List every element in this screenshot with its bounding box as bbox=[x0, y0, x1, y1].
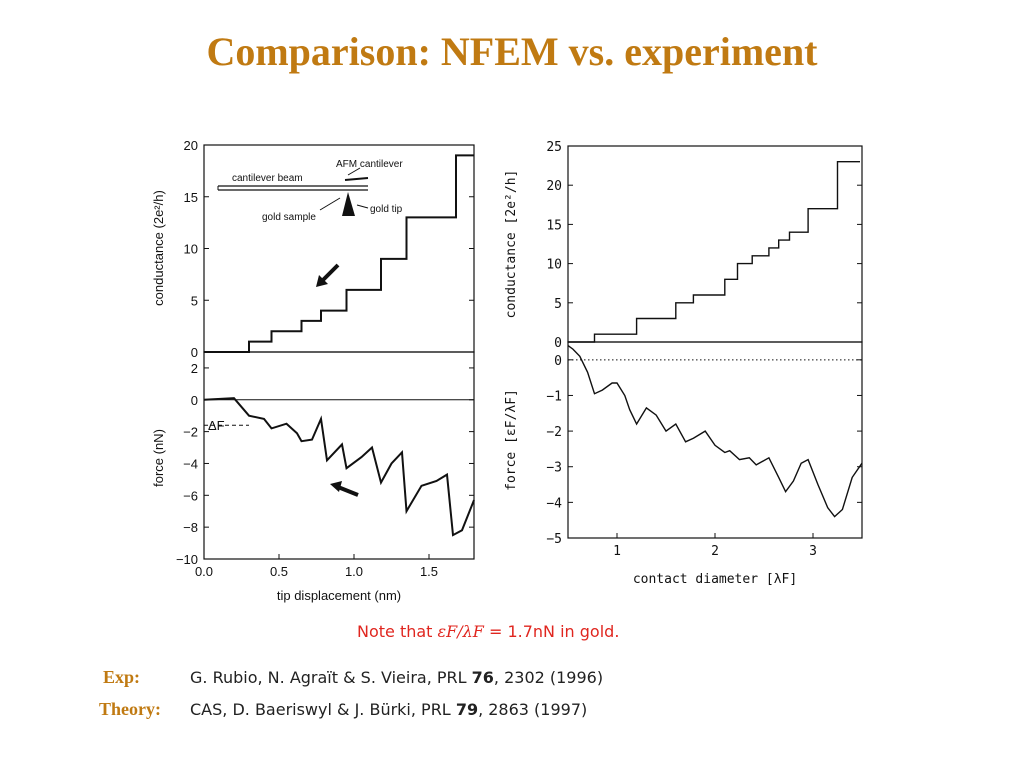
slide-title: Comparison: NFEM vs. experiment bbox=[206, 29, 818, 74]
ref-exp-label: Exp: bbox=[103, 667, 141, 687]
theory-force-ytick-label: −3 bbox=[546, 461, 562, 476]
theory-force-panel: 0 −1 −2 −3 −4 −5 1 2 3 force [εF/λF] contact dia… bbox=[504, 341, 863, 587]
exp-conductance-panel: 0 5 10 15 20 conductance (2e²/h) AFM cantile… bbox=[151, 138, 475, 360]
exp-force-ytick-label: −2 bbox=[183, 425, 198, 440]
exp-force-ytick-label: −4 bbox=[183, 456, 198, 471]
exp-conductance-arrow-icon bbox=[316, 263, 340, 287]
theory-conductance-ytick-label: 5 bbox=[554, 297, 562, 312]
theory-force-xlabel: contact diameter [λF] bbox=[633, 572, 797, 587]
theory-conductance-ylabel: conductance [2e²/h] bbox=[504, 170, 519, 319]
exp-conductance-ytick-label: 0 bbox=[191, 345, 198, 360]
theory-force-ytick-label: −1 bbox=[546, 389, 562, 404]
ref-exp-authors: G. Rubio, N. Agraït & S. Vieira, PRL bbox=[190, 668, 472, 687]
exp-conductance-ytick-label: 15 bbox=[184, 190, 198, 205]
inset-label-gold-tip: gold tip bbox=[370, 204, 403, 215]
theory-force-line bbox=[567, 345, 863, 518]
exp-force-line bbox=[203, 397, 475, 537]
theory-conductance-line bbox=[568, 161, 860, 343]
note-suffix: 1.7nN in gold. bbox=[507, 622, 620, 641]
exp-force-frame bbox=[203, 351, 475, 560]
note-prefix: Note that bbox=[357, 622, 438, 641]
exp-force-xtick-label: 0.5 bbox=[270, 564, 288, 579]
ref-exp-text: G. Rubio, N. Agraït & S. Vieira, PRL 76,… bbox=[190, 668, 603, 687]
exp-force-ylabel: force (nN) bbox=[151, 429, 166, 487]
ref-theory-rest: , 2863 (1997) bbox=[478, 700, 588, 719]
theory-force-ytick-label: −5 bbox=[546, 532, 562, 547]
exp-conductance-ytick-label: 20 bbox=[184, 138, 198, 153]
theory-force-xtick-label: 2 bbox=[711, 544, 719, 559]
note-text: Note that εF/λF = 1.7nN in gold. bbox=[357, 622, 619, 641]
theory-force-ytick-label: −4 bbox=[546, 496, 562, 511]
inset-label-gold-sample: gold sample bbox=[262, 212, 316, 223]
ref-theory-text: CAS, D. Baeriswyl & J. Bürki, PRL 79, 28… bbox=[190, 700, 587, 719]
exp-force-ytick-label: −10 bbox=[176, 552, 198, 567]
exp-force-xtick-label: 0.0 bbox=[195, 564, 213, 579]
inset-label-cantilever-beam: cantilever beam bbox=[232, 173, 303, 184]
exp-conductance-line bbox=[204, 154, 474, 353]
exp-conductance-ylabel: conductance (2e²/h) bbox=[151, 190, 166, 306]
ref-theory-volume: 79 bbox=[455, 700, 479, 719]
theory-conductance-ytick-label: 25 bbox=[546, 140, 562, 155]
exp-force-xtick-label: 1.5 bbox=[420, 564, 438, 579]
exp-conductance-ytick-label: 10 bbox=[184, 242, 198, 257]
exp-force-panel: 2 0 −2 −4 −6 −8 −100.0 0.5 1.0 1.5 force (nN) tip… bbox=[151, 351, 475, 603]
theory-force-ylabel: force [εF/λF] bbox=[504, 389, 519, 491]
exp-force-ytick-label: 2 bbox=[191, 361, 198, 376]
inset-label-afm-cantilever: AFM cantilever bbox=[336, 159, 403, 170]
theory-conductance-ytick-label: 15 bbox=[546, 218, 562, 233]
note-math: εF/λF bbox=[437, 622, 484, 641]
exp-force-ytick-label: −6 bbox=[183, 488, 198, 503]
ref-exp-volume: 76 bbox=[471, 668, 494, 687]
exp-force-xtick-label: 1.0 bbox=[345, 564, 363, 579]
theory-conductance-panel: 0 5 10 15 20 25 conductance [2e²/h] bbox=[504, 140, 863, 351]
exp-conductance-ytick-label: 5 bbox=[191, 293, 198, 308]
theory-force-xtick-label: 1 bbox=[613, 544, 621, 559]
theory-conductance-frame bbox=[567, 145, 863, 343]
theory-force-ytick-label: 0 bbox=[554, 354, 562, 369]
note-equals: = bbox=[483, 622, 508, 641]
exp-force-xlabel: tip displacement (nm) bbox=[277, 588, 401, 603]
exp-force-arrow-icon bbox=[330, 481, 359, 497]
exp-force-ytick-label: 0 bbox=[191, 393, 198, 408]
ref-theory-authors: CAS, D. Baeriswyl & J. Bürki, PRL bbox=[190, 700, 456, 719]
exp-force-ytick-label: −8 bbox=[183, 520, 198, 535]
ref-exp-rest: , 2302 (1996) bbox=[493, 668, 604, 687]
inset-schematic: AFM cantilever cantilever beam gold tip … bbox=[217, 159, 403, 223]
theory-force-ytick-label: −2 bbox=[546, 425, 562, 440]
theory-conductance-ytick-label: 20 bbox=[546, 179, 562, 194]
exp-force-deltaf-label: ΔF bbox=[208, 418, 225, 433]
theory-conductance-ytick-label: 0 bbox=[554, 336, 562, 351]
ref-theory-label: Theory: bbox=[99, 699, 161, 719]
theory-force-frame bbox=[567, 341, 863, 539]
theory-force-xtick-label: 3 bbox=[809, 544, 817, 559]
theory-conductance-ytick-label: 10 bbox=[546, 258, 562, 273]
